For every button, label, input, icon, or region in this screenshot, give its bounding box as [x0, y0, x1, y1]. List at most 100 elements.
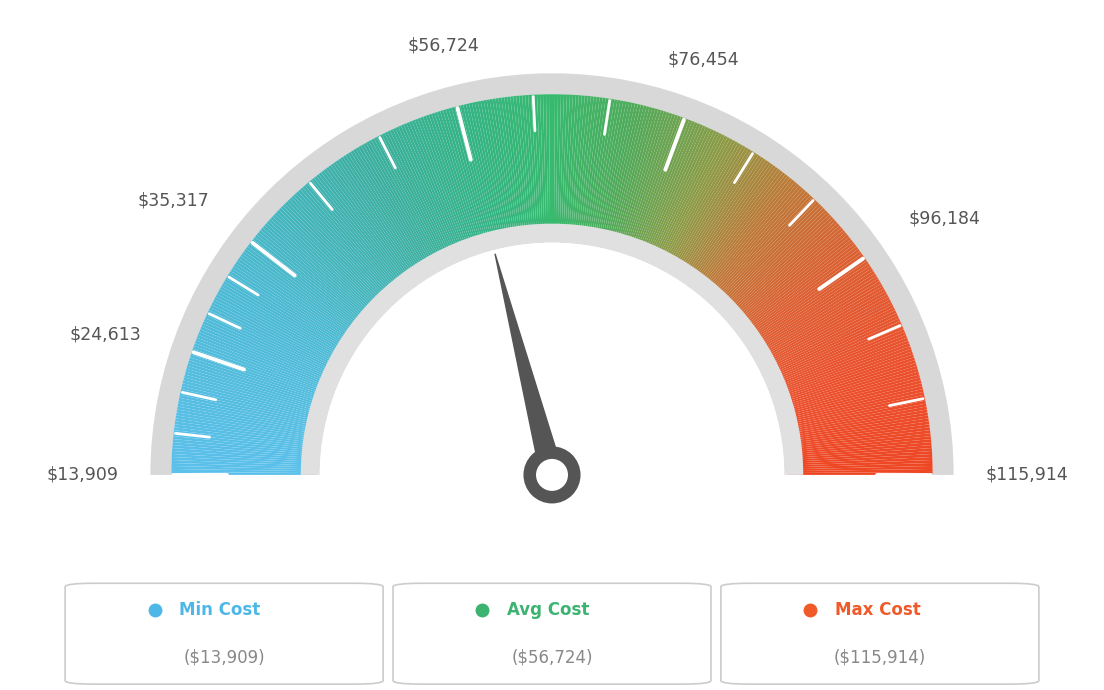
- Wedge shape: [785, 413, 928, 438]
- Text: $35,317: $35,317: [137, 191, 209, 209]
- Wedge shape: [778, 368, 919, 411]
- Wedge shape: [492, 99, 517, 241]
- FancyBboxPatch shape: [65, 583, 383, 684]
- Wedge shape: [434, 112, 481, 250]
- Wedge shape: [661, 137, 730, 266]
- Wedge shape: [333, 161, 417, 282]
- Wedge shape: [294, 193, 393, 302]
- Wedge shape: [358, 146, 434, 272]
- Wedge shape: [719, 206, 824, 309]
- Wedge shape: [217, 291, 346, 363]
- Wedge shape: [647, 127, 709, 260]
- Wedge shape: [534, 95, 543, 239]
- Wedge shape: [390, 129, 453, 262]
- Wedge shape: [244, 248, 362, 336]
- Wedge shape: [752, 271, 875, 350]
- Wedge shape: [190, 355, 328, 402]
- Wedge shape: [777, 363, 916, 407]
- Wedge shape: [622, 111, 667, 250]
- Wedge shape: [716, 201, 819, 307]
- Wedge shape: [744, 253, 863, 339]
- Wedge shape: [552, 95, 555, 239]
- Wedge shape: [605, 104, 640, 246]
- Wedge shape: [280, 206, 385, 309]
- Wedge shape: [700, 178, 793, 292]
- Wedge shape: [588, 99, 615, 242]
- Wedge shape: [593, 100, 620, 243]
- Wedge shape: [726, 219, 836, 317]
- Wedge shape: [604, 104, 638, 245]
- Wedge shape: [707, 188, 804, 298]
- Wedge shape: [769, 326, 904, 384]
- Wedge shape: [471, 102, 505, 244]
- Wedge shape: [772, 337, 909, 391]
- Wedge shape: [609, 106, 647, 246]
- Wedge shape: [565, 95, 576, 239]
- Wedge shape: [688, 164, 773, 283]
- Text: $96,184: $96,184: [909, 209, 980, 227]
- Wedge shape: [393, 128, 455, 261]
- Wedge shape: [172, 451, 317, 462]
- Text: ($56,724): ($56,724): [511, 648, 593, 666]
- Wedge shape: [693, 170, 783, 287]
- Wedge shape: [300, 188, 397, 298]
- Wedge shape: [505, 97, 524, 241]
- Wedge shape: [596, 101, 626, 244]
- Wedge shape: [189, 357, 328, 404]
- Wedge shape: [704, 184, 799, 295]
- Wedge shape: [469, 103, 502, 244]
- Wedge shape: [772, 335, 907, 390]
- Wedge shape: [784, 406, 927, 434]
- Wedge shape: [788, 460, 933, 468]
- Wedge shape: [746, 259, 867, 342]
- Wedge shape: [455, 106, 493, 247]
- Wedge shape: [774, 343, 910, 395]
- Wedge shape: [784, 404, 926, 433]
- Wedge shape: [235, 261, 357, 344]
- Wedge shape: [171, 469, 316, 473]
- Wedge shape: [182, 383, 323, 420]
- Wedge shape: [546, 95, 550, 239]
- Wedge shape: [258, 230, 371, 324]
- Wedge shape: [782, 389, 924, 424]
- Wedge shape: [697, 174, 787, 290]
- Wedge shape: [643, 124, 700, 257]
- Wedge shape: [782, 386, 923, 422]
- Wedge shape: [519, 95, 533, 239]
- Wedge shape: [234, 264, 355, 345]
- Wedge shape: [273, 215, 380, 315]
- Wedge shape: [513, 96, 530, 240]
- Wedge shape: [739, 241, 854, 332]
- Wedge shape: [180, 389, 322, 424]
- Wedge shape: [580, 97, 599, 241]
- Wedge shape: [283, 204, 386, 308]
- Wedge shape: [388, 130, 452, 262]
- Wedge shape: [652, 130, 716, 262]
- Wedge shape: [184, 372, 325, 413]
- Wedge shape: [182, 380, 323, 418]
- Text: $76,454: $76,454: [667, 50, 739, 68]
- Wedge shape: [607, 105, 644, 246]
- Wedge shape: [569, 95, 582, 239]
- Wedge shape: [440, 110, 485, 249]
- Wedge shape: [443, 109, 486, 249]
- Wedge shape: [715, 199, 817, 306]
- Wedge shape: [558, 95, 564, 239]
- Wedge shape: [751, 268, 873, 348]
- Wedge shape: [270, 217, 379, 316]
- Wedge shape: [410, 121, 465, 256]
- Wedge shape: [188, 363, 327, 407]
- Wedge shape: [319, 172, 408, 288]
- Wedge shape: [639, 121, 694, 256]
- Wedge shape: [783, 395, 925, 427]
- Wedge shape: [725, 217, 834, 316]
- Wedge shape: [326, 167, 413, 285]
- Wedge shape: [227, 273, 352, 352]
- Wedge shape: [729, 223, 839, 320]
- Wedge shape: [582, 97, 603, 241]
- Wedge shape: [771, 329, 905, 386]
- Wedge shape: [309, 179, 403, 293]
- Wedge shape: [756, 284, 883, 358]
- Wedge shape: [208, 310, 339, 375]
- Wedge shape: [172, 445, 317, 458]
